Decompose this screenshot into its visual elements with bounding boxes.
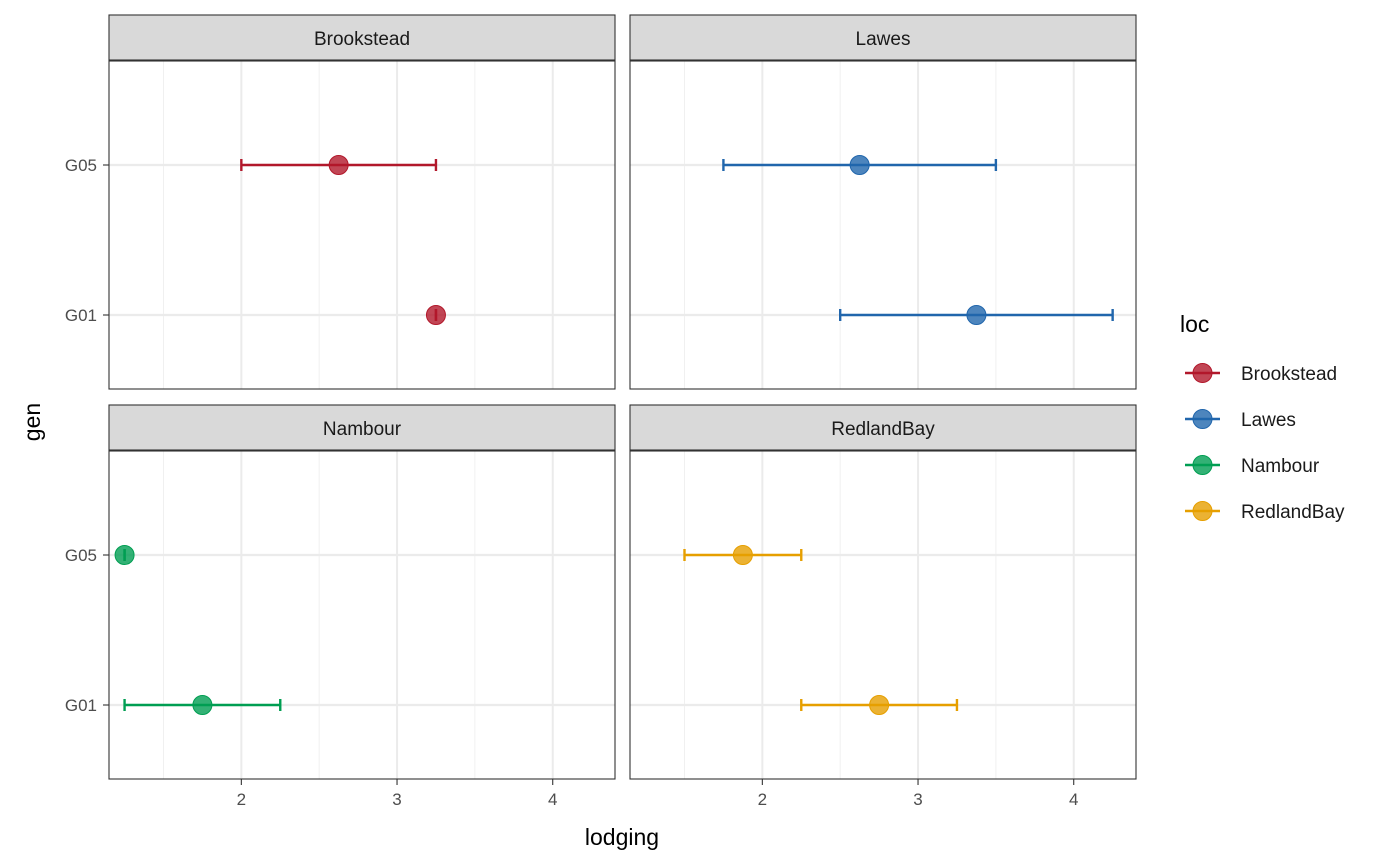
point-g01 <box>966 305 987 325</box>
legend-key-point <box>1192 363 1213 383</box>
facet-strip-label: RedlandBay <box>831 419 935 440</box>
facet-strip-label: Nambour <box>323 419 402 440</box>
point-g01 <box>869 695 890 715</box>
point-g01 <box>192 695 213 715</box>
legend-key-point <box>1192 409 1213 429</box>
facet-strip <box>108 404 616 451</box>
panel-border <box>629 450 1137 780</box>
x-tick-label: 4 <box>1069 790 1078 809</box>
point-g05 <box>849 155 870 175</box>
facet-strip <box>629 14 1137 61</box>
x-tick-label: 3 <box>913 790 922 809</box>
panel-border <box>629 60 1137 390</box>
facet-panel-nambour: Nambour G01 G05 2 3 4 <box>65 404 616 809</box>
x-tick-label: 4 <box>548 790 557 809</box>
y-tick-label: G01 <box>65 696 97 715</box>
plot-background <box>630 451 1136 779</box>
facet-strip <box>108 14 616 61</box>
legend-label: Nambour <box>1241 456 1320 477</box>
legend-key-point <box>1192 501 1213 521</box>
legend-item-redlandbay: RedlandBay <box>1185 501 1345 523</box>
legend: loc Brookstead Lawes Nambour RedlandBay <box>1180 311 1345 523</box>
legend-title: loc <box>1180 311 1209 337</box>
point-g05 <box>114 545 135 565</box>
y-tick-label: G05 <box>65 156 97 175</box>
y-axis-title: gen <box>19 403 45 441</box>
facet-panel-lawes: Lawes <box>629 14 1137 390</box>
y-tick-label: G01 <box>65 306 97 325</box>
facet-panel-redlandbay: RedlandBay 2 3 4 <box>629 404 1137 809</box>
plot-background <box>630 61 1136 389</box>
legend-item-brookstead: Brookstead <box>1185 363 1337 385</box>
x-axis-title: lodging <box>585 824 659 850</box>
point-g05 <box>328 155 349 175</box>
panel-border <box>108 450 616 780</box>
x-tick-label: 2 <box>758 790 767 809</box>
plot-background <box>109 61 615 389</box>
legend-item-nambour: Nambour <box>1185 455 1320 477</box>
facet-strip <box>629 404 1137 451</box>
legend-item-lawes: Lawes <box>1185 409 1296 431</box>
panel-border <box>108 60 616 390</box>
x-tick-label: 3 <box>392 790 401 809</box>
point-g01 <box>425 305 446 325</box>
facet-strip-label: Brookstead <box>314 29 410 50</box>
legend-key-point <box>1192 455 1213 475</box>
legend-label: Brookstead <box>1241 364 1337 385</box>
legend-label: RedlandBay <box>1241 502 1345 523</box>
plot-background <box>109 451 615 779</box>
y-tick-label: G05 <box>65 546 97 565</box>
x-tick-label: 2 <box>237 790 246 809</box>
facet-strip-label: Lawes <box>856 29 911 50</box>
legend-label: Lawes <box>1241 410 1296 431</box>
facet-panel-brookstead: Brookstead G01 G05 <box>65 14 616 390</box>
point-g05 <box>732 545 753 565</box>
